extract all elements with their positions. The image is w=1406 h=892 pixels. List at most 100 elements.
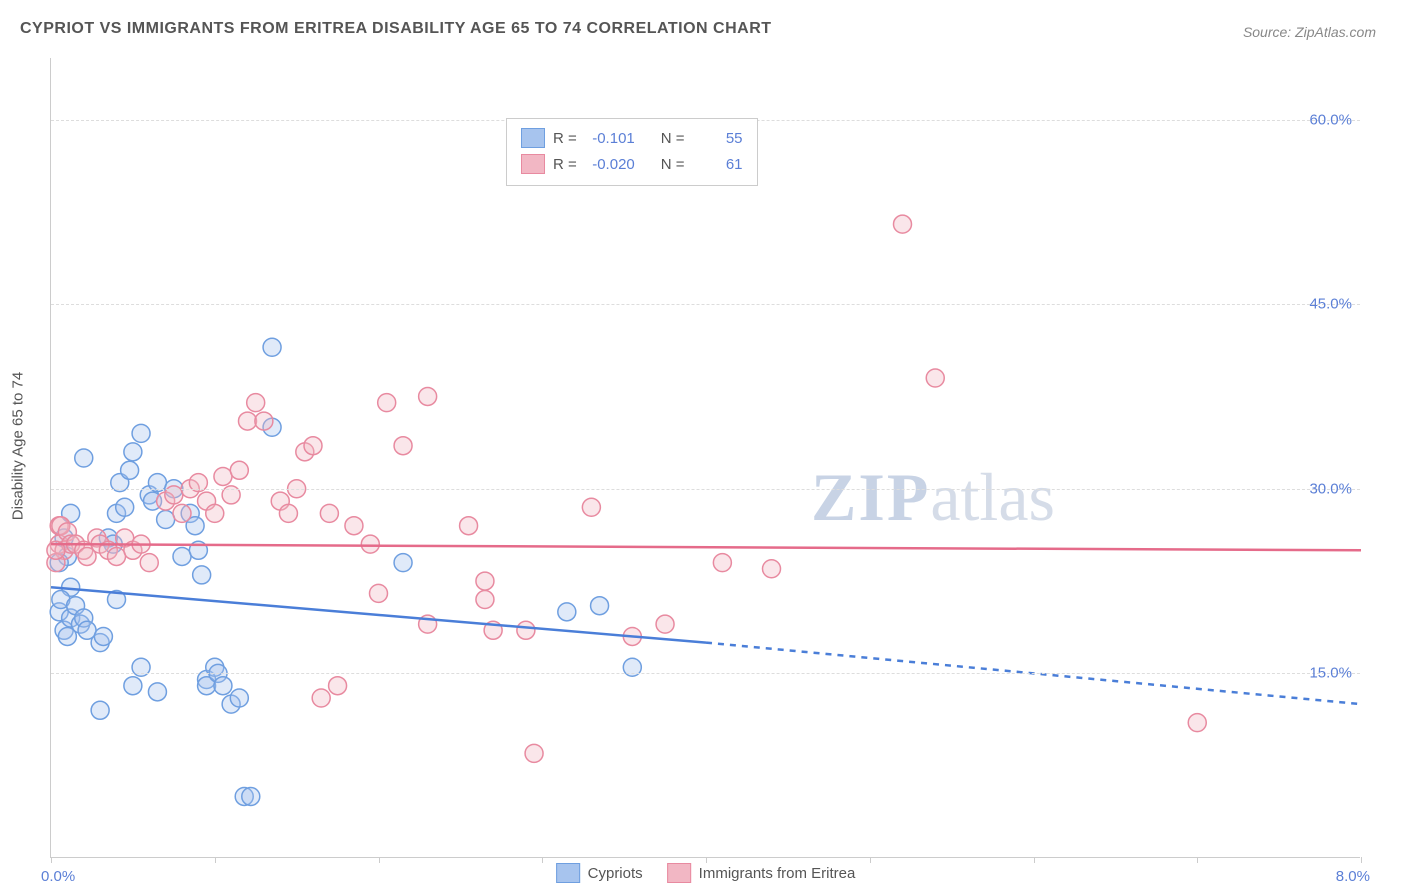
legend-item-eritrea: Immigrants from Eritrea [667,863,856,883]
data-point [198,677,216,695]
data-point [62,578,80,596]
legend-swatch-eritrea [667,863,691,883]
data-point [52,591,70,609]
legend-item-cypriots: Cypriots [556,863,643,883]
data-point [99,529,117,547]
data-point [230,689,248,707]
data-point [55,541,73,559]
data-point [94,627,112,645]
data-point [525,744,543,762]
data-point [75,449,93,467]
plot-area: ZIPatlas R = -0.101 N = 55 R = -0.020 N … [50,58,1360,858]
data-point [230,461,248,479]
y-gridline [51,304,1360,305]
data-point [235,787,253,805]
data-point [116,529,134,547]
n-value-cypriots: 55 [693,130,743,147]
data-point [108,547,126,565]
data-point [370,584,388,602]
data-point [186,517,204,535]
data-point [763,560,781,578]
trend-line [51,587,706,642]
data-point [304,437,322,455]
data-point [62,504,80,522]
data-point [713,554,731,572]
data-point [329,677,347,695]
stats-row-cypriots: R = -0.101 N = 55 [521,125,743,151]
data-point [517,621,535,639]
data-point [320,504,338,522]
chart-container: CYPRIOT VS IMMIGRANTS FROM ERITREA DISAB… [0,0,1406,892]
data-point [378,394,396,412]
data-point [484,621,502,639]
data-point [239,412,257,430]
data-point [193,566,211,584]
data-point [91,701,109,719]
data-point [132,535,150,553]
data-point [67,597,85,615]
data-point [91,535,109,553]
data-point [623,627,641,645]
y-tick-label: 60.0% [1309,111,1352,128]
data-point [52,517,70,535]
data-point [50,554,68,572]
data-point [198,492,216,510]
data-point [140,554,158,572]
data-point [148,683,166,701]
x-tick [1361,857,1362,863]
data-point [214,677,232,695]
data-point [279,504,297,522]
x-tick [51,857,52,863]
data-point [214,467,232,485]
stats-row-eritrea: R = -0.020 N = 61 [521,151,743,177]
data-point [157,492,175,510]
y-gridline [51,673,1360,674]
data-point [104,535,122,553]
legend-label-eritrea: Immigrants from Eritrea [699,865,856,882]
data-point [144,492,162,510]
n-value-eritrea: 61 [693,156,743,173]
x-tick [379,857,380,863]
data-point [78,621,96,639]
bottom-legend: Cypriots Immigrants from Eritrea [556,863,856,883]
data-point [189,541,207,559]
swatch-eritrea [521,154,545,174]
data-point [124,541,142,559]
chart-title: CYPRIOT VS IMMIGRANTS FROM ERITREA DISAB… [20,20,772,38]
data-point [271,492,289,510]
data-point [242,787,260,805]
legend-label-cypriots: Cypriots [588,865,643,882]
data-point [157,511,175,529]
data-point [58,523,76,541]
data-point [312,689,330,707]
data-point [926,369,944,387]
data-point [132,424,150,442]
y-tick-label: 15.0% [1309,665,1352,682]
data-point [394,554,412,572]
data-point [108,591,126,609]
data-point [75,609,93,627]
data-point [476,572,494,590]
y-gridline [51,489,1360,490]
y-tick-label: 45.0% [1309,296,1352,313]
data-point [558,603,576,621]
data-point [206,504,224,522]
data-point [50,603,68,621]
data-point [591,597,609,615]
data-point [55,529,73,547]
data-point [88,529,106,547]
data-point [121,461,139,479]
data-point [50,517,68,535]
r-value-eritrea: -0.020 [585,156,635,173]
data-point [247,394,265,412]
n-label2: N = [661,156,685,173]
data-point [263,418,281,436]
data-point [58,547,76,565]
x-label-right: 8.0% [1336,868,1370,885]
y-tick-label: 30.0% [1309,480,1352,497]
data-point [394,437,412,455]
data-point [460,517,478,535]
data-point [55,621,73,639]
data-point [181,504,199,522]
data-point [50,535,68,553]
